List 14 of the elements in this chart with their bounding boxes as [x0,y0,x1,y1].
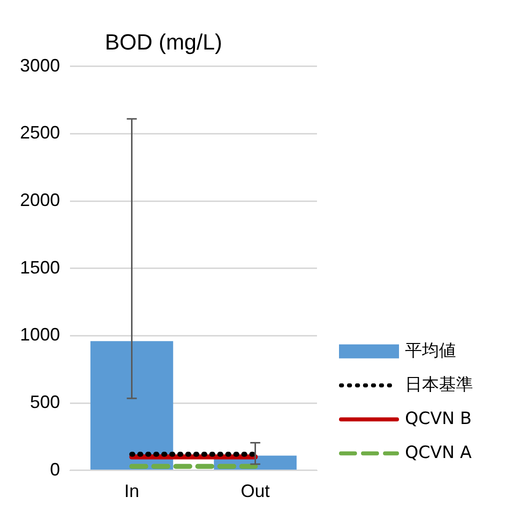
legend-label: QCVN A [405,442,472,463]
y-tick-label: 3000 [20,55,60,76]
y-tick-label: 2500 [20,122,60,143]
y-tick-label: 1000 [20,324,60,345]
x-tick-label: In [124,481,140,502]
legend-label: 日本基準 [405,374,473,395]
legend-label: QCVN B [405,408,472,429]
legend-label: 平均値 [405,340,456,361]
x-tick-label: Out [240,481,270,502]
y-tick-label: 0 [50,459,60,480]
y-tick-label: 1500 [20,257,60,278]
chart-title: BOD (mg/L) [104,29,222,54]
y-tick-label: 2000 [20,190,60,210]
y-tick-label: 500 [30,392,60,412]
